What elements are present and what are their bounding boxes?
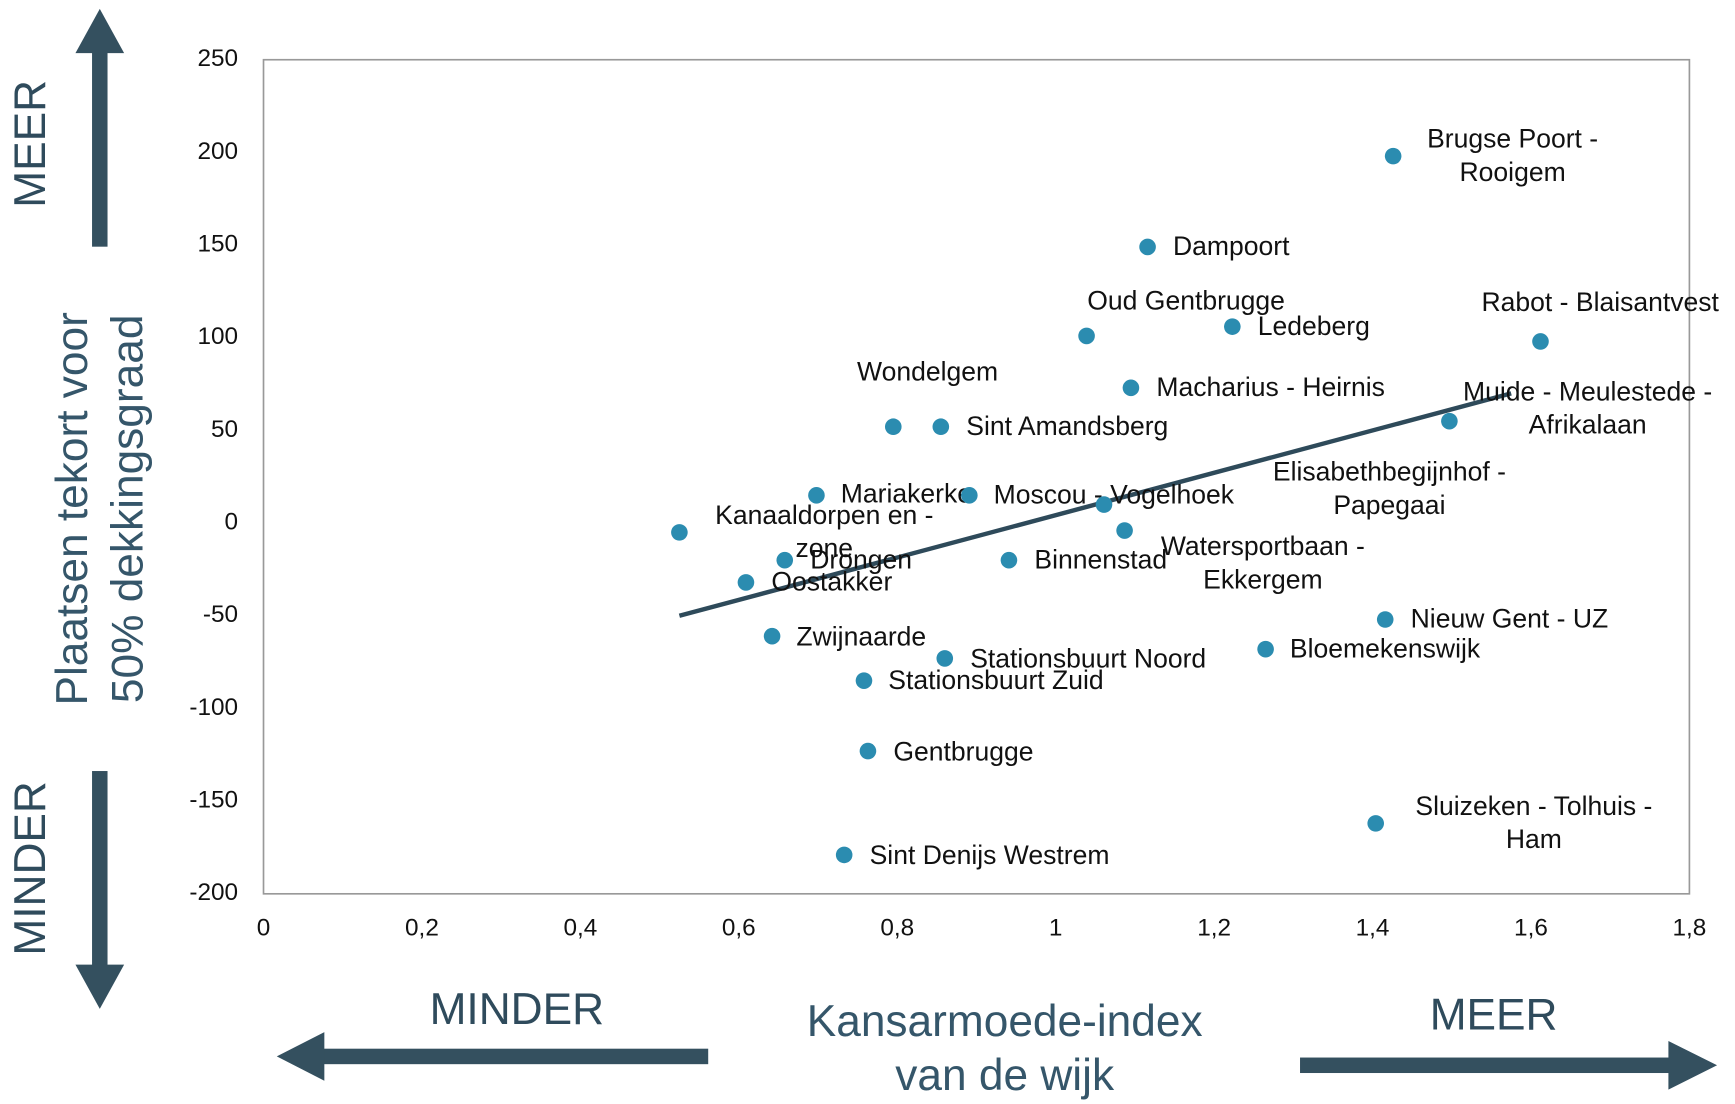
arrow-down-head <box>75 964 125 1009</box>
point-label: Dampoort <box>1173 231 1290 261</box>
x-tick-label: 1,6 <box>1514 915 1548 942</box>
point <box>1224 318 1241 335</box>
point-label: Gentbrugge <box>893 736 1033 766</box>
plot-frame <box>262 58 1691 895</box>
point <box>1000 551 1018 569</box>
point-label: Bloemekenswijk <box>1290 633 1481 663</box>
point-label: Nieuw Gent - UZ <box>1411 604 1609 634</box>
point <box>855 672 873 689</box>
point-label: Papegaai <box>1333 490 1445 520</box>
point-label: zone <box>796 533 854 563</box>
point <box>1116 522 1133 539</box>
point <box>1367 815 1385 832</box>
point-label: Ham <box>1506 824 1562 854</box>
point-label: Sint Denijs Westrem <box>870 840 1110 870</box>
point-label: Oud Gentbrugge <box>1087 286 1285 316</box>
point-label: Macharius - Heirnis <box>1156 372 1385 402</box>
point <box>1122 379 1140 397</box>
point-label: Brugse Poort - <box>1427 124 1598 154</box>
arrow-right <box>1300 1057 1673 1074</box>
x-tick-label: 0 <box>257 915 271 942</box>
x-tick-label: 0,2 <box>405 915 439 942</box>
trendline <box>678 391 1512 618</box>
x-tick-label: 0,8 <box>880 915 914 942</box>
point <box>932 418 950 436</box>
y-axis-title: Plaatsen tekort voor <box>48 312 97 705</box>
x-axis-title: van de wijk <box>895 1051 1115 1100</box>
annotation: MINDER <box>430 985 604 1034</box>
point-label: Moscou - Vogelhoek <box>994 479 1235 509</box>
y-tick-label: 200 <box>197 138 238 165</box>
x-tick-label: 1,8 <box>1673 915 1707 942</box>
point-label: Zwijnaarde <box>796 621 926 651</box>
point <box>936 650 954 667</box>
y-tick-label: 250 <box>197 45 238 72</box>
x-tick-label: 1,4 <box>1356 915 1390 942</box>
point-label: Sluizeken - Tolhuis - <box>1415 791 1652 821</box>
point <box>763 627 781 645</box>
arrow-down <box>92 771 108 968</box>
point-label: Stationsbuurt Noord <box>970 644 1206 674</box>
point-label: Ekkergem <box>1203 564 1322 594</box>
arrow-up-head <box>75 8 125 54</box>
point <box>1095 496 1113 513</box>
point <box>859 742 877 760</box>
point <box>835 846 853 864</box>
y-tick-label: -100 <box>189 694 238 721</box>
point-label: Binnenstad <box>1034 544 1167 574</box>
point-label: Wondelgem <box>857 357 998 387</box>
arrow-right-head <box>1668 1040 1718 1090</box>
point <box>1139 238 1156 256</box>
point <box>1376 611 1394 628</box>
arrows <box>75 8 1718 1090</box>
y-tick-label: -150 <box>189 787 238 814</box>
y-tick-label: 0 <box>225 509 239 536</box>
point <box>884 418 902 436</box>
arrow-up <box>92 49 108 247</box>
x-tick-label: 1 <box>1049 915 1063 942</box>
y-tick-label: 50 <box>211 416 238 443</box>
point <box>671 524 688 541</box>
point-label: Rabot - Blaisantvest <box>1482 287 1720 317</box>
point <box>1384 147 1402 165</box>
x-tick-label: 0,4 <box>563 915 597 942</box>
annotation: MINDER <box>6 781 55 955</box>
x-tick-label: 1,2 <box>1197 915 1231 942</box>
arrow-left-head <box>276 1032 325 1081</box>
y-axis-title: 50% dekkingsgraad <box>103 315 152 704</box>
point-label: Stationsbuurt Zuid <box>888 665 1103 695</box>
point <box>1532 333 1549 350</box>
y-tick-label: -50 <box>203 601 238 628</box>
point-label: Afrikalaan <box>1529 410 1647 440</box>
point <box>808 487 825 504</box>
point-label: Oostakker <box>771 567 892 597</box>
y-tick-label: 100 <box>197 323 238 350</box>
point <box>1257 640 1274 658</box>
point <box>737 574 755 591</box>
annotation: MEER <box>6 80 55 208</box>
point-label: Rooigem <box>1460 157 1566 187</box>
point <box>1441 412 1458 430</box>
point <box>1078 327 1095 345</box>
point-label: Muide - Meulestede - <box>1463 377 1712 407</box>
x-tick-label: 0,6 <box>722 915 756 942</box>
x-axis-title: Kansarmoede-index <box>807 997 1203 1046</box>
point-label: Watersportbaan - <box>1161 531 1365 561</box>
point-label: Sint Amandsberg <box>966 411 1168 441</box>
point-label: Kanaaldorpen en - <box>715 500 933 530</box>
arrow-left <box>321 1048 709 1065</box>
point <box>776 551 794 569</box>
y-tick-label: 150 <box>197 231 238 258</box>
point-label: Drongen <box>810 544 912 574</box>
point-label: Mariakerke <box>841 478 972 508</box>
point-label: Ledeberg <box>1258 311 1370 341</box>
annotation: MEER <box>1430 990 1558 1039</box>
point <box>961 487 978 504</box>
point-label: Elisabethbegijnhof - <box>1273 457 1506 487</box>
y-tick-label: -200 <box>189 879 238 906</box>
